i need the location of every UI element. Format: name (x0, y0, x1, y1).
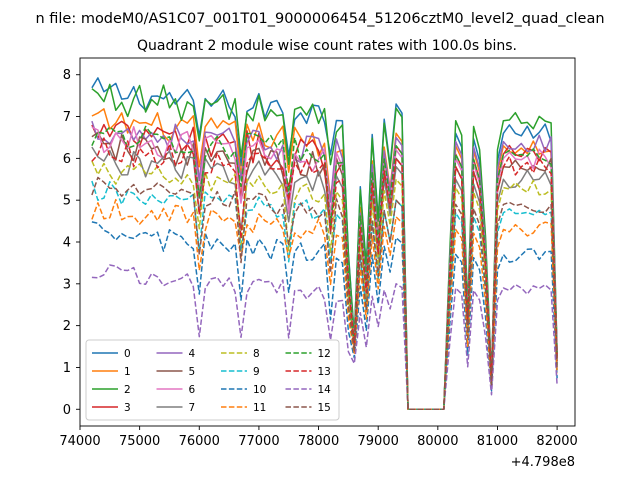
legend-label: 7 (189, 402, 196, 414)
series-layer (91, 77, 558, 411)
series-line-12 (91, 125, 558, 411)
x-tick-label: 77000 (238, 434, 279, 449)
series-line-9 (91, 180, 558, 411)
y-tick-label: 5 (63, 194, 71, 209)
legend-label: 5 (189, 366, 196, 378)
y-tick-label: 0 (63, 403, 71, 418)
x-tick-label: 74000 (59, 434, 100, 449)
legend-label: 15 (318, 402, 331, 414)
y-tick-label: 6 (63, 152, 71, 167)
series-line-11 (91, 198, 558, 411)
x-tick-label: 81000 (477, 434, 518, 449)
series-line-7 (91, 146, 558, 411)
x-tick-label: 79000 (358, 434, 399, 449)
legend-label: 2 (124, 384, 131, 396)
legend-label: 3 (124, 402, 131, 414)
series-line-10 (91, 221, 558, 411)
y-tick-label: 4 (63, 236, 71, 251)
series-line-14 (91, 264, 558, 411)
legend-label: 8 (253, 348, 260, 360)
x-axis: 74000 75000 76000 77000 78000 79000 80000 81000… (59, 426, 578, 449)
legend-label: 0 (124, 348, 131, 360)
y-tick-label: 3 (63, 277, 71, 292)
legend-label: 1 (124, 366, 131, 378)
legend-label: 9 (253, 366, 260, 378)
legend-label: 10 (253, 384, 266, 396)
y-axis: 0 1 2 3 4 5 6 7 8 (63, 68, 80, 418)
legend-label: 11 (253, 402, 266, 414)
y-tick-label: 7 (63, 110, 71, 125)
x-tick-label: 78000 (298, 434, 339, 449)
figure-suptitle: n file: modeM0/AS1C07_001T01_9000006454_… (35, 11, 604, 27)
legend-label: 12 (318, 348, 331, 360)
series-line-0 (91, 77, 558, 411)
legend-box (85, 339, 340, 421)
series-line-2 (91, 83, 558, 411)
y-tick-label: 2 (63, 319, 71, 334)
y-tick-label: 1 (63, 361, 71, 376)
legend-label: 4 (189, 348, 196, 360)
x-tick-label: 76000 (179, 434, 220, 449)
series-line-13 (91, 137, 558, 411)
legend-label: 14 (318, 384, 332, 396)
x-offset-label: +4.798e8 (511, 455, 575, 470)
chart-title: Quadrant 2 module wise count rates with … (137, 38, 517, 54)
series-line-8 (91, 160, 558, 411)
x-tick-label: 75000 (119, 434, 160, 449)
series-line-15 (91, 176, 558, 411)
legend-label: 13 (318, 366, 331, 378)
x-tick-label: 80000 (417, 434, 458, 449)
y-tick-label: 8 (63, 68, 71, 83)
x-tick-label: 82000 (536, 434, 577, 449)
legend-label: 6 (189, 384, 196, 396)
